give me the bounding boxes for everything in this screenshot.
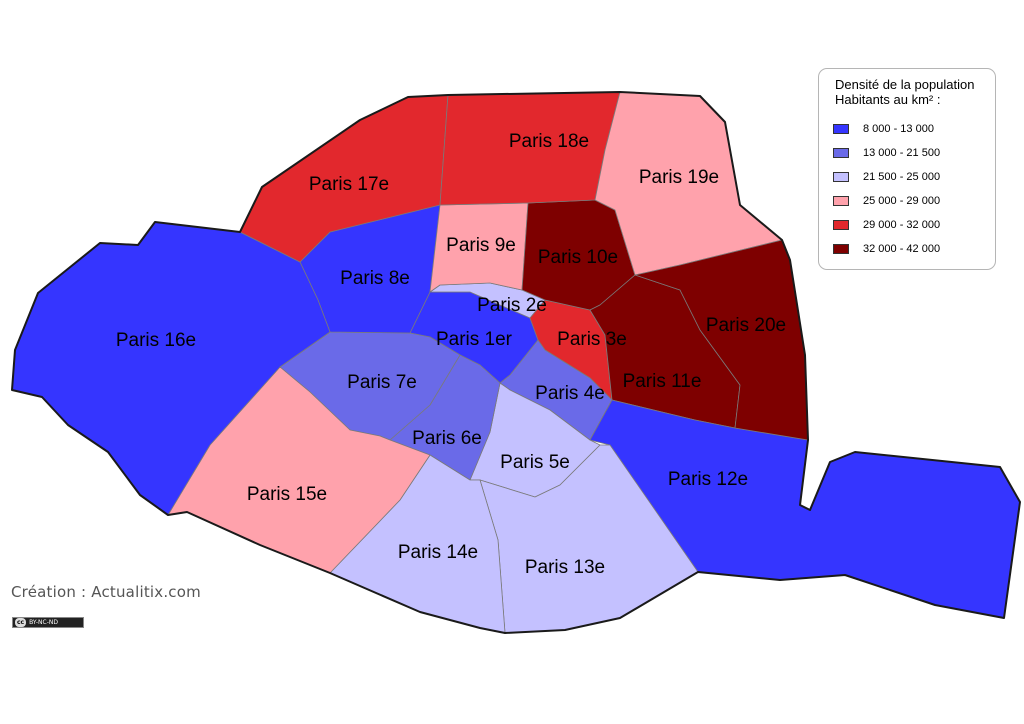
legend-label: 21 500 - 25 000 <box>863 171 941 183</box>
district-label: Paris 8e <box>340 268 410 289</box>
district-label: Paris 3e <box>557 329 627 350</box>
district-label: Paris 1er <box>436 329 513 350</box>
district-label: Paris 6e <box>412 428 482 449</box>
district-label: Paris 10e <box>538 247 618 268</box>
legend-title-line2: Habitants au km² : <box>835 92 941 107</box>
legend-title-line1: Densité de la population <box>835 77 975 92</box>
legend-label: 32 000 - 42 000 <box>863 243 941 255</box>
legend-swatch <box>833 220 849 230</box>
cc-logo-icon: cc <box>15 618 27 627</box>
district-label: Paris 17e <box>309 174 389 195</box>
district-label: Paris 4e <box>535 383 605 404</box>
district-label: Paris 14e <box>398 542 478 563</box>
district-label: Paris 13e <box>525 557 605 578</box>
legend-label: 25 000 - 29 000 <box>863 195 941 207</box>
district-label: Paris 19e <box>639 167 719 188</box>
district-label: Paris 5e <box>500 452 570 473</box>
district-label: Paris 11e <box>623 371 702 392</box>
district-label: Paris 12e <box>668 469 748 490</box>
legend-title: Densité de la population Habitants au km… <box>835 77 975 107</box>
district-label: Paris 9e <box>446 235 516 256</box>
credit-text: Création : Actualitix.com <box>11 583 201 601</box>
district-label: Paris 15e <box>247 484 327 505</box>
legend: Densité de la population Habitants au km… <box>818 68 996 270</box>
district-label: Paris 18e <box>509 131 589 152</box>
license-text: BY-NC-ND <box>29 619 58 626</box>
legend-label: 29 000 - 32 000 <box>863 219 941 231</box>
legend-swatch <box>833 124 849 134</box>
district-label: Paris 16e <box>116 330 196 351</box>
city-boundary <box>11 91 1021 634</box>
cc-license-badge: cc BY-NC-ND <box>12 617 84 628</box>
district-label: Paris 7e <box>347 372 417 393</box>
district-label: Paris 20e <box>706 315 786 336</box>
legend-label: 8 000 - 13 000 <box>863 123 934 135</box>
legend-label: 13 000 - 21 500 <box>863 147 941 159</box>
legend-swatch <box>833 244 849 254</box>
legend-swatch <box>833 196 849 206</box>
legend-swatch <box>833 148 849 158</box>
district-label: Paris 2e <box>477 295 547 316</box>
legend-swatch <box>833 172 849 182</box>
